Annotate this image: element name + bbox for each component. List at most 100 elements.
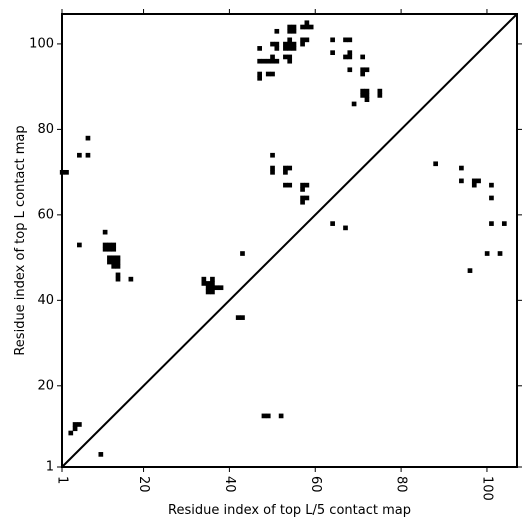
contact-cell — [210, 276, 215, 282]
contact-cell — [102, 246, 108, 252]
contact-cell — [291, 46, 297, 51]
contact-cell — [270, 58, 275, 64]
contact-cell — [85, 152, 91, 158]
contact-cell — [72, 422, 78, 427]
contact-cell — [77, 422, 82, 427]
contact-cell — [98, 452, 104, 457]
contact-cell — [261, 58, 267, 64]
contact-cell — [235, 315, 241, 320]
diagonal-line — [61, 13, 518, 468]
contact-cell — [300, 37, 305, 43]
contact-cell — [360, 67, 366, 73]
contact-cell — [257, 58, 262, 64]
contact-cell — [270, 54, 275, 60]
contact-cell — [347, 67, 353, 73]
contact-cell — [364, 97, 370, 103]
lower-triangle-cells — [59, 135, 284, 457]
contact-cell — [459, 178, 464, 184]
contact-cell — [240, 315, 245, 320]
contact-cell — [201, 276, 207, 282]
contact-cell — [476, 178, 481, 184]
contact-cell — [330, 37, 335, 43]
contact-cell — [300, 187, 305, 192]
contact-cell — [283, 169, 288, 175]
contact-cell — [111, 246, 117, 252]
contact-cell — [111, 259, 117, 265]
contact-cell — [287, 182, 293, 188]
contact-cell — [364, 67, 370, 73]
contact-cell — [330, 50, 335, 55]
plot-frame — [61, 13, 518, 468]
contact-cell — [287, 24, 293, 30]
contact-cell — [291, 41, 297, 47]
contact-cell — [300, 41, 305, 47]
contact-cell — [287, 37, 293, 43]
contact-cell — [283, 41, 288, 47]
contact-cell — [347, 50, 353, 55]
contact-cell — [287, 58, 293, 64]
contact-cell — [128, 276, 134, 282]
contact-cell — [270, 165, 275, 171]
contact-cell — [360, 71, 366, 77]
y-tick-label: 20 — [37, 378, 54, 393]
contact-cell — [64, 169, 69, 175]
x-tick-label: 1 — [55, 476, 70, 484]
contact-cell — [265, 71, 271, 77]
contact-cell — [484, 251, 490, 256]
contact-cell — [287, 54, 293, 60]
contact-cell — [85, 135, 91, 141]
y-tick-label: 40 — [37, 293, 54, 308]
contact-cell — [287, 28, 293, 34]
x-tick-label: 40 — [222, 476, 237, 493]
contact-cell — [351, 101, 357, 107]
x-axis-ticks: 1 20 40 60 80 100 — [55, 9, 494, 501]
contact-cell — [497, 251, 503, 256]
contact-cell — [489, 182, 494, 188]
contact-cell — [283, 54, 288, 60]
contact-cell — [270, 41, 275, 47]
contact-cell — [304, 195, 310, 201]
contact-cell — [205, 289, 211, 295]
contact-cell — [501, 221, 507, 226]
contact-cell — [115, 264, 121, 269]
contact-cell — [283, 46, 288, 51]
contact-cell — [360, 88, 366, 94]
contact-cell — [115, 272, 121, 278]
contact-cell — [304, 24, 310, 30]
contact-cell — [489, 195, 494, 201]
contact-cell — [300, 199, 305, 205]
x-tick-label: 20 — [136, 476, 151, 493]
contact-cell — [201, 281, 207, 286]
contact-cell — [205, 285, 211, 291]
contact-cell — [257, 46, 262, 51]
contact-cell — [240, 251, 245, 256]
contact-cell — [102, 229, 108, 235]
contact-cell — [377, 88, 383, 94]
x-tick-label: 100 — [479, 476, 494, 501]
contact-cell — [111, 255, 117, 261]
x-axis-title: Residue index of top L/5 contact map — [168, 503, 411, 518]
contact-cell — [265, 58, 271, 64]
contact-cell — [218, 285, 224, 291]
contact-cell — [205, 281, 211, 286]
contact-cell — [68, 430, 74, 436]
contact-cell — [210, 289, 215, 295]
contact-cell — [330, 221, 335, 226]
contact-cell — [287, 41, 293, 47]
contact-cell — [77, 152, 82, 158]
contact-cell — [364, 93, 370, 98]
contact-cell — [304, 37, 310, 43]
contact-cell — [300, 195, 305, 201]
y-tick-label: 100 — [29, 36, 54, 51]
contact-cell — [300, 24, 305, 30]
contact-cell — [377, 93, 383, 98]
contact-cell — [343, 37, 348, 43]
contact-cell — [107, 246, 112, 252]
contact-cell — [278, 413, 284, 419]
contact-cell — [291, 24, 297, 30]
x-tick-label: 80 — [394, 476, 409, 493]
contact-cell — [364, 88, 370, 94]
upper-triangle-cells — [257, 20, 507, 273]
contact-cell — [107, 259, 112, 265]
